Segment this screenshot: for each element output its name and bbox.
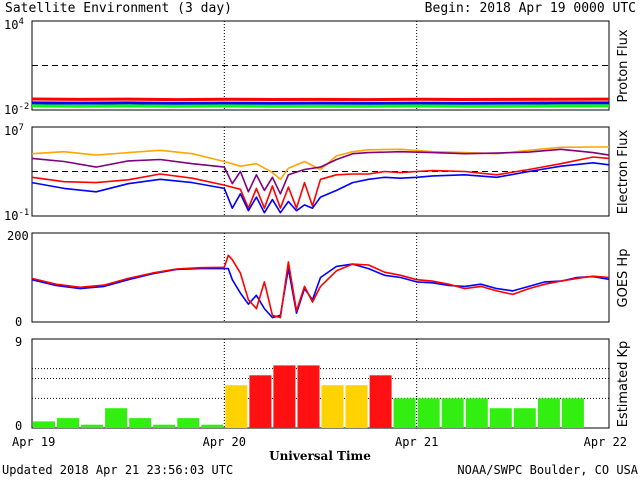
kp-ylabel: Estimated Kp bbox=[616, 341, 631, 428]
kp-bar bbox=[465, 398, 488, 428]
electron-ytick-bottom: 10-1 bbox=[4, 208, 29, 223]
proton-ylabel: Proton Flux bbox=[616, 29, 631, 102]
x-axis-ticks: Apr 19 Apr 20 Apr 21 Apr 22 bbox=[12, 435, 627, 449]
day-separators bbox=[223, 21, 418, 428]
kp-bar bbox=[33, 421, 55, 428]
electron-flux-plot bbox=[31, 146, 610, 214]
kp-ytick-bottom: 0 bbox=[15, 419, 22, 433]
series-line bbox=[31, 162, 610, 214]
kp-panel-frame bbox=[31, 338, 610, 429]
updated-timestamp: Updated 2018 Apr 21 23:56:03 UTC bbox=[2, 463, 233, 477]
kp-bar bbox=[81, 424, 104, 428]
series-line bbox=[31, 254, 610, 319]
agency-credit: NOAA/SWPC Boulder, CO USA bbox=[457, 463, 638, 477]
kp-bar bbox=[513, 408, 536, 428]
proton-ytick-bottom: 10-2 bbox=[4, 102, 29, 117]
x-tick-label: Apr 22 bbox=[584, 435, 627, 449]
kp-bar bbox=[489, 408, 512, 428]
kp-bar bbox=[273, 365, 296, 428]
goes-hp-ylabel: GOES Hp bbox=[616, 249, 631, 308]
series-line bbox=[31, 97, 610, 102]
kp-bar bbox=[417, 398, 440, 428]
kp-bar-plot bbox=[32, 365, 609, 428]
kp-bar bbox=[57, 418, 79, 428]
kp-bar bbox=[345, 385, 368, 428]
kp-bar bbox=[225, 385, 248, 428]
kp-bar bbox=[249, 375, 272, 428]
kp-bar bbox=[441, 398, 464, 428]
kp-bar bbox=[369, 375, 392, 428]
kp-bar bbox=[321, 385, 344, 428]
series-line bbox=[31, 156, 610, 209]
kp-bar bbox=[297, 365, 320, 428]
kp-bar bbox=[561, 398, 584, 428]
kp-bar bbox=[153, 424, 176, 428]
series-line bbox=[31, 101, 609, 105]
goes-hp-ytick-bottom: 0 bbox=[15, 315, 22, 329]
kp-bar bbox=[537, 398, 560, 428]
x-tick-label: Apr 20 bbox=[203, 435, 246, 449]
begin-time: Begin: 2018 Apr 19 0000 UTC bbox=[425, 1, 636, 16]
kp-bar bbox=[177, 418, 200, 428]
kp-bar bbox=[105, 408, 128, 428]
series-line bbox=[31, 148, 610, 195]
proton-flux-plot bbox=[31, 65, 610, 108]
kp-bar bbox=[129, 418, 152, 428]
electron-ylabel: Electron Flux bbox=[616, 129, 631, 214]
proton-ytick-top: 104 bbox=[4, 17, 24, 32]
kp-bar bbox=[201, 424, 224, 428]
kp-bar bbox=[393, 398, 416, 428]
x-tick-label: Apr 19 bbox=[12, 435, 55, 449]
kp-ytick-top: 9 bbox=[15, 335, 22, 349]
goes-hp-ytick-top: 200 bbox=[7, 229, 29, 243]
electron-ytick-top: 107 bbox=[4, 123, 24, 138]
x-tick-label: Apr 21 bbox=[395, 435, 438, 449]
x-axis-label: Universal Time bbox=[269, 449, 371, 463]
chart-title: Satellite Environment (3 day) bbox=[5, 1, 232, 16]
goes-hp-plot bbox=[31, 254, 610, 319]
